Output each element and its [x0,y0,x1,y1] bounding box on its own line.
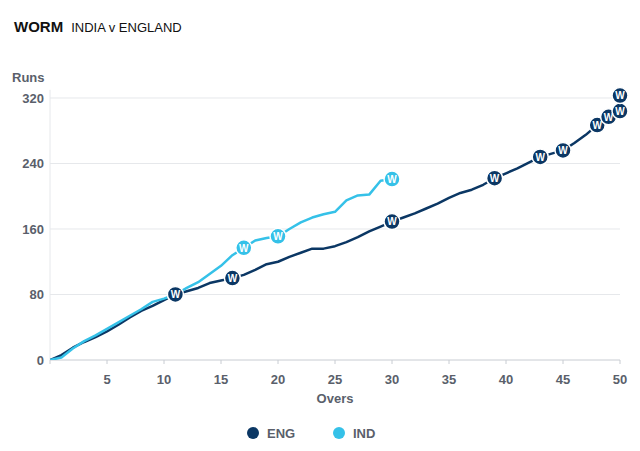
y-tick-label: 0 [37,353,44,368]
x-tick-label: 15 [214,372,228,387]
wicket-label: W [535,152,545,163]
x-tick-label: 35 [442,372,456,387]
x-tick-label: 30 [385,372,399,387]
wicket-label: W [490,173,500,184]
wicket-label: W [273,231,283,242]
wicket-marker [532,149,548,165]
chart: WORM INDIA v ENGLAND Runs 0 80 160 240 320 5 10 15… [0,0,640,451]
x-tick [164,360,165,364]
x-tick [449,360,450,364]
x-tick [50,360,51,364]
x-tick [620,360,621,364]
x-tick-label: 25 [328,372,342,387]
subtitle: INDIA v ENGLAND [71,20,182,35]
grid-line [50,97,620,98]
wicket-marker [384,214,400,230]
grid-line [50,228,620,229]
x-tick-label: 50 [613,372,627,387]
x-tick [221,360,222,364]
wicket-label: W [615,106,625,117]
legend-label: IND [353,426,375,441]
x-tick [278,360,279,364]
wicket-marker [612,88,628,104]
title: WORM [14,18,63,35]
legend-swatch [333,427,345,439]
wicket-label: W [387,174,397,185]
wicket-marker [384,171,400,187]
title-line: WORM INDIA v ENGLAND [14,18,182,35]
wicket-label: W [387,216,397,227]
wicket-marker [236,240,252,256]
y-axis-line [50,90,51,360]
wicket-label: W [604,112,614,123]
x-tick [392,360,393,364]
legend-swatch [247,427,259,439]
y-tick-label: 80 [30,287,44,302]
wicket-label: W [615,90,625,101]
x-tick-label: 45 [556,372,570,387]
wicket-marker [487,170,503,186]
wicket-label: W [558,145,568,156]
wicket-label: W [239,243,249,254]
x-tick [335,360,336,364]
y-tick-label: 320 [22,91,44,106]
wicket-marker [167,286,183,302]
y-tick-label: 160 [22,222,44,237]
wicket-label: W [171,289,181,300]
x-tick [506,360,507,364]
x-axis-label: Overs [317,391,354,406]
x-tick-label: 5 [103,372,110,387]
y-axis-label: Runs [12,70,45,85]
wicket-marker [270,228,286,244]
series-line [50,179,392,360]
wickets [167,88,628,303]
x-tick-label: 40 [499,372,513,387]
lines [50,96,620,360]
y-tick-label: 240 [22,156,44,171]
wicket-label: W [228,273,238,284]
wicket-label: W [592,120,602,131]
legend-label: ENG [267,426,295,441]
x-tick [107,360,108,364]
series-line [50,96,620,360]
x-tick-label: 10 [157,372,171,387]
wicket-marker [555,142,571,158]
x-tick-label: 20 [271,372,285,387]
wicket-marker [224,270,240,286]
wicket-marker [612,103,628,119]
x-tick [563,360,564,364]
grid-line [50,294,620,295]
legend: ENG IND [247,426,375,441]
